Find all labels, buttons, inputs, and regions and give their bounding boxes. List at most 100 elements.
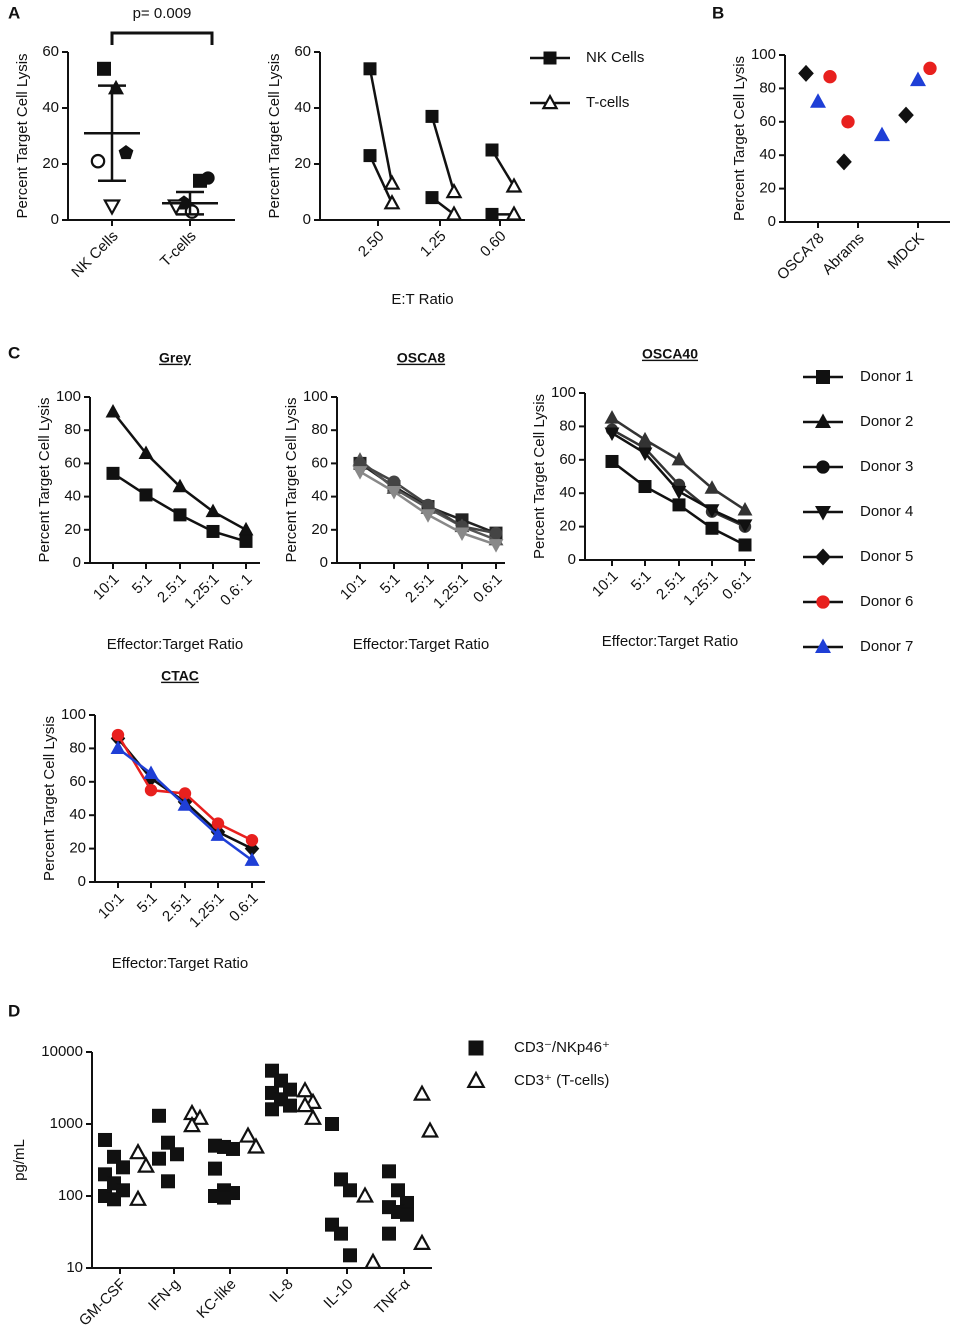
y-tick-label: 80	[69, 739, 86, 756]
x-tick-label: 2.50	[355, 228, 388, 261]
marker	[107, 1192, 121, 1207]
legend-label: CD3⁺ (T-cells)	[514, 1072, 609, 1089]
marker	[605, 454, 619, 468]
x-tick-label: MDCK	[884, 230, 927, 273]
y-tick-label: 100	[61, 706, 86, 723]
marker	[245, 834, 259, 847]
x-tick-label: 5:1	[134, 890, 161, 917]
y-tick-label: 20	[311, 521, 328, 538]
panel-label: A	[8, 3, 20, 22]
panel-label: C	[8, 343, 20, 362]
y-tick-label: 100	[56, 388, 81, 405]
marker	[671, 485, 687, 500]
marker	[489, 526, 503, 540]
marker	[363, 62, 377, 76]
marker	[303, 1108, 323, 1125]
x-tick-label: TNF-α	[371, 1275, 414, 1318]
marker	[152, 1108, 166, 1123]
y-tick-label: 1000	[50, 1115, 83, 1132]
x-axis-label: Effector:Target Ratio	[602, 633, 738, 650]
marker	[898, 106, 914, 124]
x-tick-label: 0.60	[477, 228, 510, 261]
axis-line	[91, 1052, 432, 1269]
legend-label: T-cells	[586, 94, 629, 111]
significance-bracket	[110, 31, 214, 45]
marker	[325, 1117, 339, 1131]
marker	[637, 447, 653, 462]
y-tick-label: 20	[42, 155, 59, 172]
marker	[386, 486, 402, 500]
axis-line	[67, 52, 235, 221]
x-tick-label: 1.25	[417, 228, 450, 261]
x-tick-label: 5:1	[129, 571, 156, 598]
marker	[604, 410, 620, 424]
marker	[737, 501, 753, 516]
marker	[334, 1172, 348, 1187]
marker	[816, 595, 830, 609]
marker	[505, 177, 523, 193]
y-tick-label: 100	[58, 1187, 83, 1204]
y-tick-label: 10000	[41, 1043, 83, 1060]
marker	[420, 509, 436, 523]
marker	[445, 205, 463, 221]
y-tick-label: 60	[311, 454, 328, 471]
legend-label: Donor 4	[860, 503, 913, 520]
marker	[816, 460, 830, 474]
x-tick-label: T-cells	[157, 228, 200, 271]
marker	[206, 524, 220, 538]
marker	[128, 1142, 148, 1160]
y-tick-label: 0	[768, 213, 776, 230]
marker	[118, 145, 134, 160]
panel-label: B	[712, 3, 724, 22]
marker	[205, 503, 221, 518]
y-axis-label: Percent Target Cell Lysis	[266, 53, 283, 218]
y-tick-label: 10	[66, 1259, 83, 1276]
chart-title: CTAC	[161, 668, 199, 684]
marker	[170, 1147, 184, 1162]
marker	[352, 466, 368, 480]
marker	[116, 1160, 130, 1175]
marker	[177, 797, 193, 811]
marker	[238, 1126, 258, 1143]
legend-label: CD3⁻/NKp46⁺	[514, 1039, 610, 1056]
x-axis-label: Effector:Target Ratio	[112, 955, 248, 972]
marker	[400, 1207, 414, 1222]
marker	[816, 370, 830, 384]
marker	[874, 126, 890, 142]
y-tick-label: 60	[559, 451, 576, 468]
marker	[425, 191, 439, 205]
marker	[184, 204, 200, 219]
marker	[412, 1084, 432, 1101]
y-tick-label: 80	[311, 421, 328, 438]
y-tick-label: 40	[311, 488, 328, 505]
x-tick-label: 1.25:1	[680, 568, 722, 610]
marker	[737, 519, 753, 533]
legend-label: Donor 2	[860, 413, 913, 430]
x-tick-label: GM-CSF	[76, 1276, 130, 1330]
x-tick-label: 1.25:1	[186, 890, 228, 932]
marker	[445, 182, 463, 199]
marker	[704, 480, 720, 494]
legend-label: Donor 5	[860, 548, 913, 565]
marker	[841, 115, 855, 129]
x-axis-label: Effector:Target Ratio	[107, 636, 243, 653]
marker	[485, 143, 499, 157]
pair-line	[368, 68, 394, 184]
y-tick-label: 20	[294, 155, 311, 172]
marker	[102, 199, 122, 216]
marker	[412, 1233, 432, 1250]
x-tick-label: 5:1	[377, 571, 404, 598]
marker	[923, 61, 937, 76]
marker	[815, 505, 831, 521]
y-tick-label: 80	[64, 421, 81, 438]
x-tick-label: 0.6:1	[226, 890, 262, 926]
y-tick-label: 40	[559, 484, 576, 501]
marker	[334, 1226, 348, 1241]
marker	[672, 498, 686, 512]
marker	[111, 728, 125, 742]
marker	[143, 765, 159, 780]
y-tick-label: 100	[551, 384, 576, 401]
marker	[705, 521, 719, 535]
marker	[343, 1248, 357, 1263]
marker	[97, 61, 111, 76]
